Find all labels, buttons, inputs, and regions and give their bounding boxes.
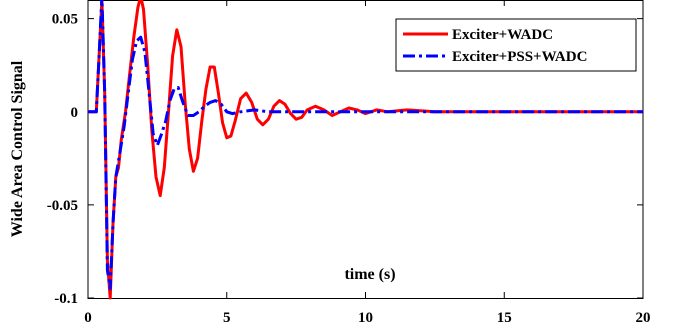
series-line-exciter-pss-wadc xyxy=(88,0,643,291)
y-tick-label: 0 xyxy=(71,105,79,121)
legend: Exciter+WADC Exciter+PSS+WADC xyxy=(395,18,637,72)
y-tick-label: -0.05 xyxy=(47,198,78,214)
x-tick-label: 5 xyxy=(223,310,231,326)
y-tick-label: 0.05 xyxy=(52,12,78,28)
axis-ticks: 0 5 10 15 20 -0.1 -0.05 0 0.05 xyxy=(47,0,651,326)
x-tick-label: 20 xyxy=(636,310,651,326)
x-tick-label: 0 xyxy=(84,310,92,326)
legend-label-exciter-wadc: Exciter+WADC xyxy=(452,27,553,43)
y-axis-label: Wide Area Control Signal xyxy=(9,60,26,237)
x-axis-label: time (s) xyxy=(344,266,395,283)
x-tick-label: 15 xyxy=(497,310,512,326)
y-tick-label: -0.1 xyxy=(54,291,78,307)
series-line-exciter-wadc xyxy=(88,0,643,300)
x-tick-label: 10 xyxy=(358,310,373,326)
legend-box xyxy=(395,18,637,72)
legend-label-exciter-pss-wadc: Exciter+PSS+WADC xyxy=(452,49,587,65)
series-lines xyxy=(88,0,643,300)
